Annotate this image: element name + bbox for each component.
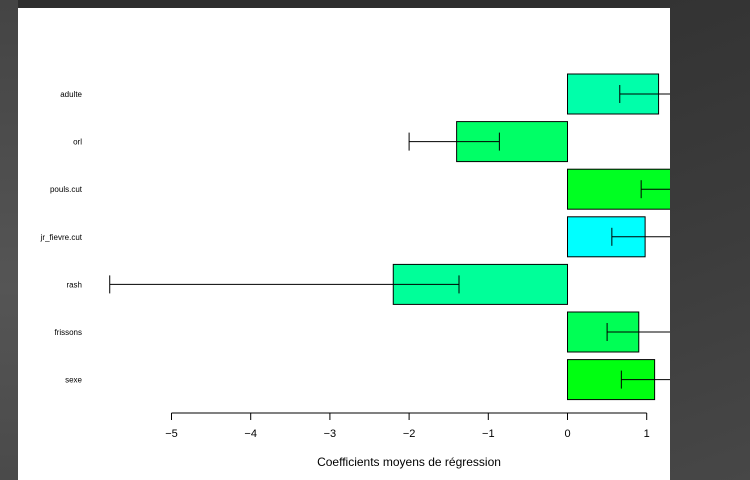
- error-bars-layer: [109, 85, 670, 389]
- error-bar-orl: [408, 132, 500, 151]
- error-bar-sexe: [620, 370, 670, 389]
- x-axis-title: Coefficients moyens de régression: [317, 455, 501, 469]
- background-right-wedge: [660, 0, 750, 480]
- background-top-band: [0, 0, 750, 8]
- x-tick-label-1: −4: [244, 428, 257, 440]
- x-tick-label-6: 1: [644, 428, 650, 440]
- error-bar-rash: [109, 275, 460, 294]
- error-bar-pouls.cut: [640, 180, 670, 199]
- category-label-orl: orl: [73, 138, 82, 147]
- category-label-sexe: sexe: [65, 376, 82, 385]
- category-label-jr_fievre.cut: jr_fievre.cut: [40, 233, 83, 242]
- category-label-adulte: adulte: [60, 90, 82, 99]
- x-tick-label-2: −3: [324, 428, 337, 440]
- category-label-rash: rash: [66, 280, 82, 289]
- x-tick-label-3: −2: [403, 428, 416, 440]
- error-bar-adulte: [619, 85, 670, 103]
- category-label-pouls.cut: pouls.cut: [50, 185, 83, 194]
- x-axis: −5 −4 −3 −2 −1 0 1: [165, 412, 650, 440]
- category-label-frissons: frissons: [54, 328, 82, 337]
- error-bar-jr_fievre.cut: [611, 227, 670, 246]
- x-tick-label-4: −1: [482, 428, 495, 440]
- error-bar-frissons: [606, 323, 670, 341]
- background-left-wedge: [0, 0, 18, 480]
- x-tick-label-0: −5: [165, 428, 178, 440]
- x-tick-label-5: 0: [564, 428, 570, 440]
